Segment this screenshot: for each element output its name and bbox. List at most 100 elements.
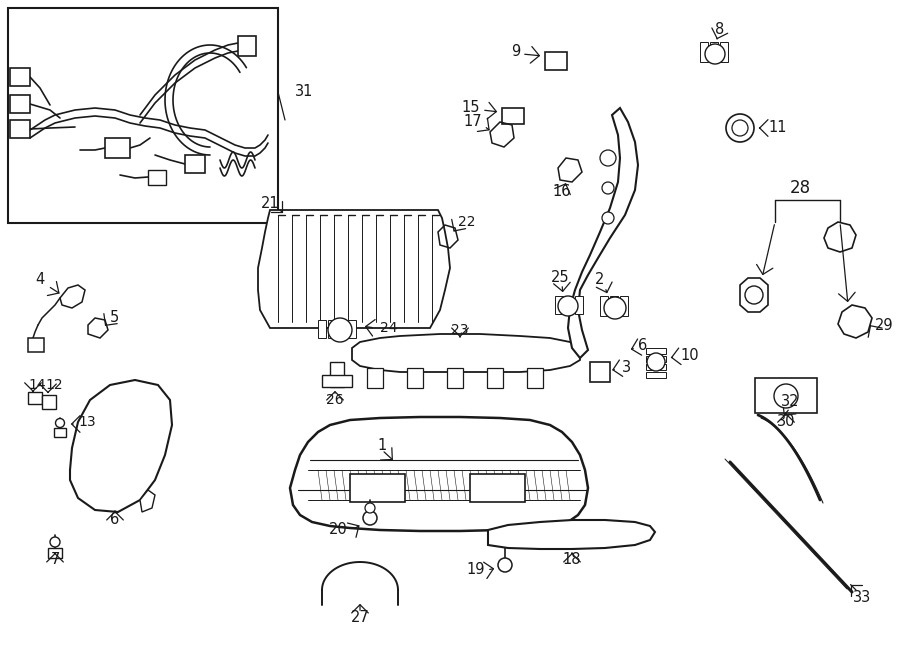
Bar: [646, 356, 666, 362]
Bar: [610, 296, 618, 316]
Bar: [185, 155, 205, 173]
Text: 27: 27: [351, 611, 369, 625]
Bar: [148, 170, 166, 185]
Bar: [54, 428, 66, 437]
Text: 25: 25: [551, 270, 570, 286]
Text: 8: 8: [716, 22, 724, 38]
Text: 7: 7: [50, 553, 59, 568]
Bar: [348, 320, 356, 338]
Bar: [328, 320, 336, 338]
Circle shape: [328, 318, 352, 342]
Polygon shape: [140, 490, 155, 512]
Text: 3: 3: [622, 360, 631, 375]
Bar: [527, 368, 543, 388]
Bar: [487, 368, 503, 388]
Text: 32: 32: [781, 395, 799, 410]
Text: 11: 11: [768, 120, 787, 136]
Text: 18: 18: [562, 553, 581, 568]
Text: 14: 14: [28, 378, 46, 392]
Bar: [502, 108, 524, 124]
Text: 29: 29: [875, 317, 894, 332]
Bar: [646, 372, 666, 378]
Bar: [10, 68, 30, 86]
Bar: [575, 296, 583, 314]
Text: 19: 19: [466, 563, 485, 578]
Circle shape: [774, 384, 798, 408]
Bar: [8, 8, 278, 223]
Bar: [720, 42, 728, 62]
Bar: [620, 296, 628, 316]
Circle shape: [56, 418, 65, 428]
Bar: [48, 548, 62, 558]
Circle shape: [498, 558, 512, 572]
Text: 20: 20: [329, 522, 348, 537]
Circle shape: [705, 44, 725, 64]
Circle shape: [602, 182, 614, 194]
Text: 1: 1: [377, 438, 387, 453]
Bar: [700, 42, 708, 62]
Polygon shape: [290, 417, 588, 531]
Bar: [447, 368, 463, 388]
Text: 15: 15: [462, 100, 480, 116]
Text: 28: 28: [789, 179, 811, 197]
Circle shape: [732, 120, 748, 136]
Bar: [646, 348, 666, 354]
Circle shape: [363, 511, 377, 525]
Polygon shape: [568, 108, 638, 358]
Circle shape: [726, 114, 754, 142]
Bar: [42, 395, 56, 409]
Text: 17: 17: [464, 114, 482, 130]
Bar: [755, 378, 817, 413]
Text: 6: 6: [638, 338, 647, 352]
Text: 21: 21: [261, 196, 279, 212]
Circle shape: [604, 297, 626, 319]
Bar: [318, 320, 326, 338]
Circle shape: [600, 150, 616, 166]
Bar: [407, 368, 423, 388]
Text: 9: 9: [511, 44, 520, 59]
Bar: [105, 138, 130, 158]
Circle shape: [365, 503, 375, 513]
Text: 23: 23: [451, 323, 469, 337]
Bar: [322, 375, 352, 387]
Bar: [28, 392, 42, 404]
Text: 10: 10: [680, 348, 698, 362]
Bar: [10, 95, 30, 113]
Bar: [470, 474, 525, 502]
Text: 5: 5: [110, 311, 119, 325]
Bar: [367, 368, 383, 388]
Bar: [338, 320, 346, 338]
Text: 24: 24: [380, 321, 398, 335]
Circle shape: [602, 212, 614, 224]
Circle shape: [558, 296, 578, 316]
Circle shape: [647, 353, 665, 371]
Polygon shape: [352, 334, 580, 372]
Bar: [545, 52, 567, 70]
Text: 30: 30: [777, 414, 796, 430]
Circle shape: [745, 286, 763, 304]
Bar: [646, 364, 666, 370]
Text: 16: 16: [553, 184, 572, 200]
Text: 31: 31: [295, 85, 313, 100]
Text: 4: 4: [35, 272, 45, 288]
Text: 33: 33: [853, 590, 871, 605]
Text: 2: 2: [595, 272, 605, 288]
Circle shape: [50, 537, 60, 547]
Text: 26: 26: [326, 393, 344, 407]
Bar: [600, 296, 608, 316]
Bar: [590, 362, 610, 382]
Bar: [238, 36, 256, 56]
Text: 13: 13: [78, 415, 95, 429]
Bar: [330, 362, 344, 387]
Text: 12: 12: [45, 378, 63, 392]
Bar: [10, 120, 30, 138]
Bar: [710, 42, 718, 62]
Polygon shape: [258, 210, 450, 328]
Bar: [350, 474, 405, 502]
Text: 22: 22: [458, 215, 475, 229]
Text: 6: 6: [111, 512, 120, 527]
Bar: [555, 296, 563, 314]
Bar: [28, 338, 44, 352]
Bar: [565, 296, 573, 314]
Polygon shape: [488, 520, 655, 549]
